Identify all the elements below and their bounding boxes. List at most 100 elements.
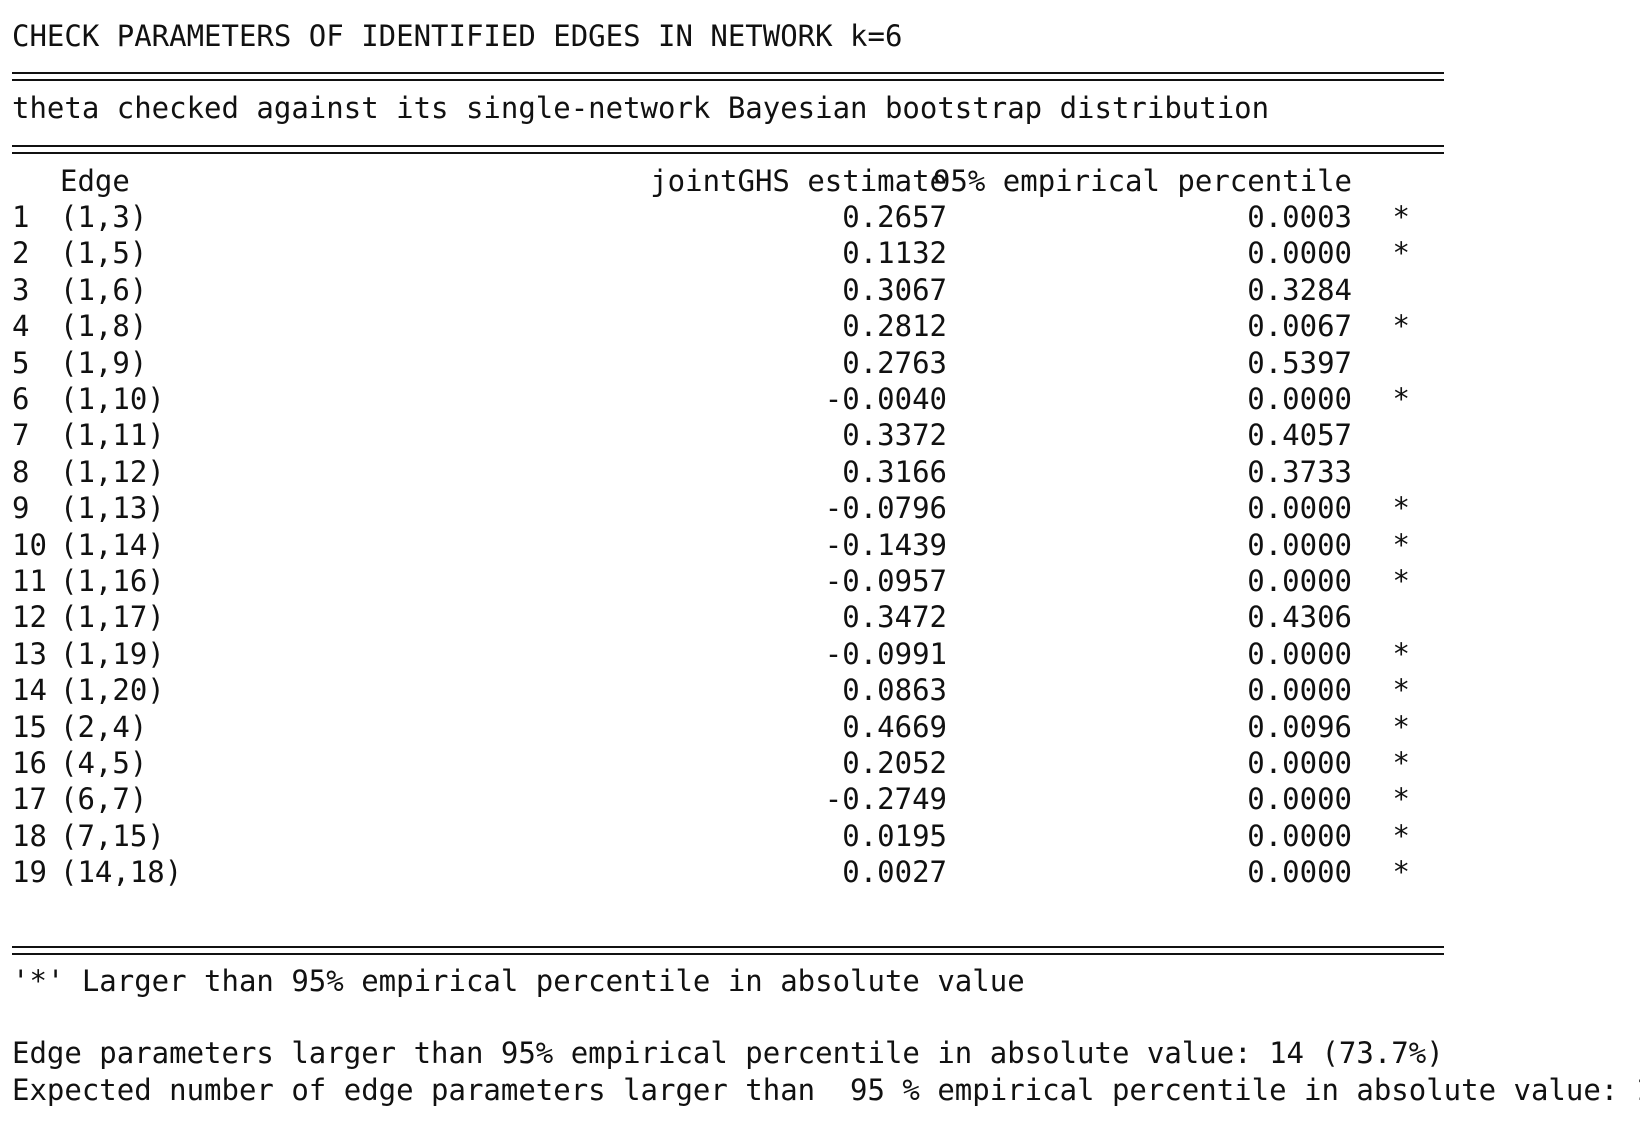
separator-header [12, 145, 1444, 154]
row-index: 6 [12, 382, 30, 416]
table-row: 16 (4,5) 0.2052 0.0000 * [12, 744, 1432, 782]
row-percentile: 0.4306 [1247, 600, 1352, 635]
row-significance-flag: * [1392, 491, 1410, 526]
row-edge: (4,5) [60, 746, 148, 780]
table-row: 13 (1,19) -0.0991 0.0000 * [12, 635, 1432, 673]
row-estimate: -0.0957 [824, 564, 947, 598]
row-percentile: 0.0000 [1247, 636, 1352, 671]
row-estimate: 0.2657 [842, 200, 947, 234]
separator-bottom [12, 946, 1444, 955]
row-percentile: 0.0000 [1247, 673, 1352, 708]
row-estimate: 0.1132 [842, 236, 947, 271]
table-row: 3 (1,6) 0.3067 0.3284 [12, 271, 1432, 309]
row-percentile: 0.0000 [1247, 818, 1352, 853]
row-edge: (1,3) [60, 200, 148, 234]
row-significance-flag: * [1392, 200, 1410, 234]
report-subtitle: theta checked against its single-network… [12, 91, 1270, 125]
row-percentile: 0.0000 [1247, 746, 1352, 780]
row-significance-flag: * [1392, 236, 1410, 271]
row-edge: (1,14) [60, 527, 165, 562]
table-row: 1 (1,3) 0.2657 0.0003 * [12, 198, 1432, 236]
separator-top [12, 72, 1444, 81]
legend-note: '*' Larger than 95% empirical percentile… [12, 964, 1025, 998]
row-edge: (1,8) [60, 309, 148, 344]
row-estimate: 0.0027 [842, 855, 947, 890]
row-index: 2 [12, 236, 30, 271]
row-edge: (1,9) [60, 345, 148, 380]
row-index: 1 [12, 200, 30, 234]
row-significance-flag: * [1392, 709, 1410, 744]
row-estimate: 0.2763 [842, 345, 947, 380]
row-index: 11 [12, 564, 47, 598]
row-percentile: 0.0000 [1247, 236, 1352, 271]
table-header: Edge jointGHS estimate 95% empirical per… [12, 162, 1432, 200]
row-percentile: 0.0000 [1247, 527, 1352, 562]
table-row: 8 (1,12) 0.3166 0.3733 [12, 453, 1432, 491]
row-estimate: 0.4669 [842, 709, 947, 744]
row-percentile: 0.3284 [1247, 272, 1352, 307]
row-estimate: -0.0040 [824, 382, 947, 416]
row-percentile: 0.0000 [1247, 564, 1352, 598]
row-significance-flag: * [1392, 636, 1410, 671]
row-percentile: 0.0000 [1247, 491, 1352, 526]
table-row: 18 (7,15) 0.0195 0.0000 * [12, 817, 1432, 855]
header-percentile: 95% empirical percentile [932, 164, 1352, 198]
table-row: 11 (1,16) -0.0957 0.0000 * [12, 562, 1432, 600]
table-row: 19 (14,18) 0.0027 0.0000 * [12, 853, 1432, 891]
table-row: 14 (1,20) 0.0863 0.0000 * [12, 671, 1432, 709]
row-edge: (1,11) [60, 418, 165, 453]
row-significance-flag: * [1392, 382, 1410, 416]
report-title: CHECK PARAMETERS OF IDENTIFIED EDGES IN … [12, 19, 903, 53]
table-row: 7 (1,11) 0.3372 0.4057 [12, 416, 1432, 454]
row-index: 16 [12, 746, 47, 780]
row-percentile: 0.3733 [1247, 454, 1352, 489]
summary-expected: Expected number of edge parameters large… [12, 1073, 1640, 1107]
row-estimate: 0.3166 [842, 454, 947, 489]
row-edge: (1,10) [60, 382, 165, 416]
row-percentile: 0.4057 [1247, 418, 1352, 453]
row-edge: (1,19) [60, 636, 165, 671]
row-estimate: -0.0991 [824, 636, 947, 671]
table-row: 17 (6,7) -0.2749 0.0000 * [12, 780, 1432, 818]
row-estimate: 0.3372 [842, 418, 947, 453]
row-significance-flag: * [1392, 564, 1410, 598]
table-row: 6 (1,10) -0.0040 0.0000 * [12, 380, 1432, 418]
row-significance-flag: * [1392, 855, 1410, 890]
row-edge: (1,6) [60, 272, 148, 307]
row-edge: (2,4) [60, 709, 148, 744]
row-index: 12 [12, 600, 47, 635]
row-percentile: 0.0000 [1247, 782, 1352, 817]
table-row: 12 (1,17) 0.3472 0.4306 [12, 598, 1432, 636]
row-significance-flag: * [1392, 309, 1410, 344]
row-estimate: 0.3067 [842, 272, 947, 307]
row-percentile: 0.0003 [1247, 200, 1352, 234]
row-percentile: 0.0096 [1247, 709, 1352, 744]
row-index: 10 [12, 527, 47, 562]
row-edge: (6,7) [60, 782, 148, 817]
row-percentile: 0.0000 [1247, 855, 1352, 890]
row-index: 3 [12, 272, 30, 307]
table-row: 10 (1,14) -0.1439 0.0000 * [12, 526, 1432, 564]
row-percentile: 0.0067 [1247, 309, 1352, 344]
table-row: 4 (1,8) 0.2812 0.0067 * [12, 307, 1432, 345]
row-estimate: 0.0863 [842, 673, 947, 708]
row-edge: (14,18) [60, 855, 183, 890]
row-significance-flag: * [1392, 818, 1410, 853]
header-edge: Edge [60, 164, 130, 198]
table-row: 15 (2,4) 0.4669 0.0096 * [12, 708, 1432, 746]
row-significance-flag: * [1392, 746, 1410, 780]
row-edge: (1,12) [60, 454, 165, 489]
row-index: 19 [12, 855, 47, 890]
row-significance-flag: * [1392, 782, 1410, 817]
row-estimate: 0.2812 [842, 309, 947, 344]
row-estimate: 0.2052 [842, 746, 947, 780]
row-index: 13 [12, 636, 47, 671]
row-index: 8 [12, 454, 30, 489]
row-index: 7 [12, 418, 30, 453]
row-index: 14 [12, 673, 47, 708]
summary-observed: Edge parameters larger than 95% empirica… [12, 1036, 1444, 1070]
table-row: 5 (1,9) 0.2763 0.5397 [12, 344, 1432, 382]
row-estimate: -0.0796 [824, 491, 947, 526]
row-index: 9 [12, 491, 30, 526]
row-edge: (1,17) [60, 600, 165, 635]
